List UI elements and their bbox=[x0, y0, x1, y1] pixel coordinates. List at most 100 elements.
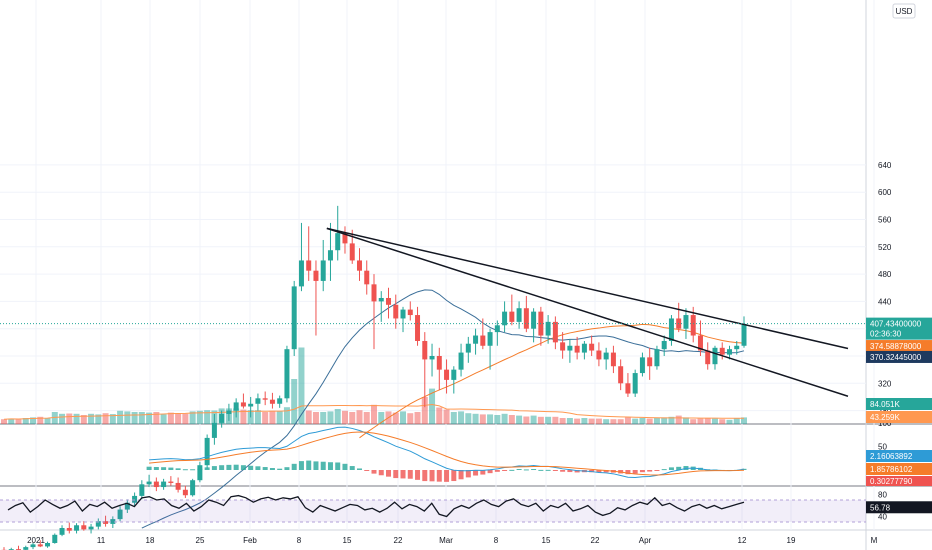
volume-bar bbox=[574, 418, 581, 424]
macd-histogram-bar bbox=[429, 470, 435, 482]
candle-body bbox=[226, 410, 232, 415]
rsi-tick-label: 40 bbox=[878, 513, 887, 522]
candle-body bbox=[233, 402, 239, 411]
volume-bar bbox=[639, 418, 646, 424]
macd-histogram-bar bbox=[415, 470, 421, 480]
candle-body bbox=[117, 509, 123, 520]
candle-body bbox=[161, 481, 167, 488]
volume-bar bbox=[624, 417, 631, 424]
candle-body bbox=[494, 325, 500, 333]
macd-hist-label: 0.30277790 bbox=[870, 477, 913, 486]
volume-bar bbox=[458, 411, 465, 424]
last-price-bg bbox=[866, 317, 932, 340]
macd-histogram-bar bbox=[560, 470, 566, 472]
candle-body bbox=[480, 335, 486, 346]
rsi-value-label: 56.78 bbox=[870, 503, 891, 512]
candle-body bbox=[596, 350, 602, 360]
volume-bar bbox=[704, 418, 711, 424]
candle-body bbox=[422, 340, 428, 360]
volume-bar bbox=[66, 413, 73, 424]
volume-bar bbox=[320, 412, 327, 424]
candle-body bbox=[697, 335, 703, 351]
candle-body bbox=[639, 357, 645, 374]
volume-bar bbox=[167, 412, 174, 424]
volume-bar bbox=[711, 418, 718, 424]
candle-body bbox=[741, 323, 747, 346]
volume-bar bbox=[51, 412, 58, 424]
macd-histogram-bar bbox=[364, 470, 370, 471]
trendlines[interactable] bbox=[326, 227, 849, 397]
macd-histogram-bar bbox=[291, 463, 297, 470]
currency-label: USD bbox=[896, 7, 913, 16]
candle-body bbox=[291, 286, 297, 350]
candle-body bbox=[298, 260, 304, 287]
volume-bar bbox=[8, 418, 15, 424]
volume-bar bbox=[88, 413, 95, 424]
volume-bar bbox=[653, 418, 660, 424]
candlesticks bbox=[1, 205, 747, 550]
volume-bar bbox=[327, 411, 334, 424]
volume-ma-line bbox=[3, 403, 745, 420]
candle-body bbox=[320, 260, 326, 281]
candle-body bbox=[719, 347, 725, 355]
price-pane bbox=[1, 205, 849, 550]
ma-blue-line bbox=[141, 289, 745, 529]
candle-body bbox=[436, 356, 442, 370]
macd-histogram-bar bbox=[458, 470, 464, 480]
volume-bar bbox=[450, 412, 457, 424]
price-axis[interactable]: 280320360400440480520560600640 bbox=[878, 161, 892, 416]
time-tick-label: 12 bbox=[738, 536, 747, 545]
volume-bar bbox=[472, 413, 479, 424]
ma-blue-label: 370.32445000 bbox=[870, 353, 922, 362]
candle-body bbox=[690, 315, 696, 336]
time-tick-label: 8 bbox=[494, 536, 499, 545]
macd-histogram-bar bbox=[516, 468, 522, 470]
macd-histogram-bar bbox=[654, 470, 660, 471]
ma-orange-label-bg bbox=[866, 340, 932, 353]
macd-histogram-bar bbox=[175, 468, 181, 470]
candle-body bbox=[182, 489, 188, 496]
candle-body bbox=[589, 343, 595, 351]
volume-bar bbox=[59, 413, 66, 424]
candle-body bbox=[378, 297, 384, 302]
price-tick-label: 560 bbox=[878, 216, 892, 225]
macd-histogram-bar bbox=[407, 470, 413, 479]
macd-signal-label: 1.85786102 bbox=[870, 465, 913, 474]
volume-bar bbox=[138, 412, 145, 424]
price-tick-label: 320 bbox=[878, 379, 892, 388]
volume-bar bbox=[37, 416, 44, 424]
volume-bar bbox=[400, 411, 407, 424]
time-axis[interactable]: 2021 11 18 25 Feb 8 15 22 Mar 8 15 22 Apr 12 19 M bbox=[27, 536, 878, 545]
candle-body bbox=[81, 525, 87, 530]
candle-body bbox=[726, 349, 732, 355]
volume-bar bbox=[291, 379, 298, 424]
macd-histogram-bar bbox=[255, 466, 261, 470]
volume-bar bbox=[153, 412, 160, 424]
currency-badge[interactable]: USD bbox=[892, 3, 916, 19]
candle-body bbox=[386, 297, 392, 305]
macd-histogram-bar bbox=[378, 470, 384, 476]
candle-body bbox=[269, 399, 275, 404]
volume-bar bbox=[312, 412, 319, 424]
volume-bar bbox=[189, 411, 196, 424]
candle-body bbox=[190, 480, 196, 496]
candle-body bbox=[88, 526, 94, 530]
volume-bar bbox=[160, 414, 167, 424]
macd-histogram-bar bbox=[153, 467, 159, 470]
candle-body bbox=[458, 352, 464, 370]
time-tick-label: 22 bbox=[394, 536, 403, 545]
candle-body bbox=[668, 318, 674, 341]
rsi-tick-label: 80 bbox=[878, 491, 887, 500]
macd-histogram-bar bbox=[371, 470, 377, 474]
macd-histogram-bar bbox=[502, 470, 508, 471]
rsi-line bbox=[7, 494, 745, 518]
volume-bar bbox=[632, 418, 639, 424]
candle-body bbox=[451, 369, 457, 380]
macd-histogram-bar bbox=[451, 470, 457, 482]
candle-body bbox=[400, 309, 406, 319]
volume-bar bbox=[1, 419, 7, 424]
macd-label-bg bbox=[866, 450, 932, 462]
volume-bar bbox=[682, 417, 689, 424]
